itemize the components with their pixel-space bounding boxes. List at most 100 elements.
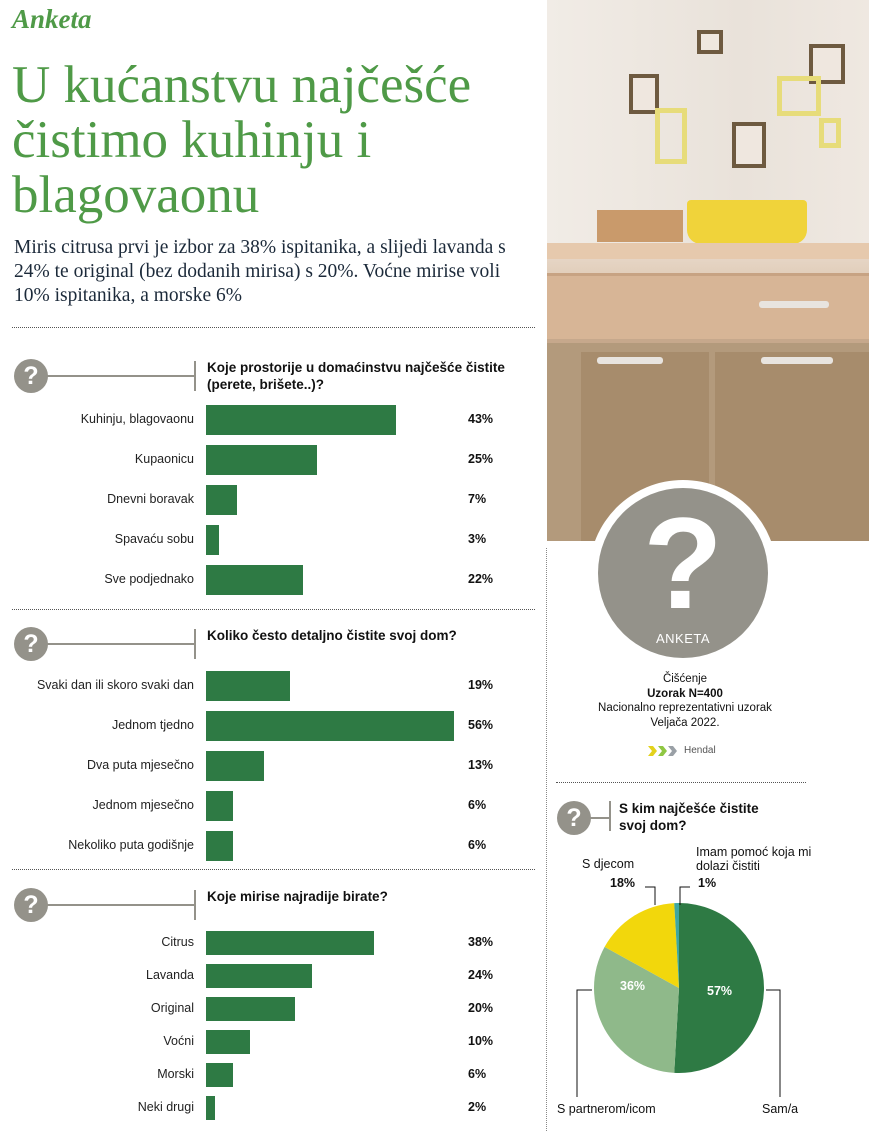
- pie-slice-partner: [594, 946, 679, 1073]
- bar-value-label: 56%: [468, 718, 494, 732]
- bar-category-label: Voćni: [163, 1034, 194, 1048]
- question-connector: [46, 375, 194, 377]
- bar: [206, 1063, 233, 1087]
- pie-leader-line: [679, 886, 690, 905]
- page-title: U kućanstvu najčešće čistimo kuhinju i b…: [12, 56, 472, 224]
- survey-topic: Čišćenje: [662, 673, 708, 685]
- bar-category-label: Jednom tjedno: [111, 718, 194, 732]
- bar-category-label: Citrus: [161, 935, 194, 949]
- hendal-logo-icon: [648, 746, 677, 756]
- bar-value-label: 38%: [468, 935, 494, 949]
- question-title: S kim najčešće čistite svoj dom?: [619, 801, 759, 833]
- bar-value-label: 19%: [468, 678, 494, 692]
- pie-leader-line: [645, 886, 656, 905]
- survey-sample-type: Nacionalno reprezentativni uzorak: [598, 702, 772, 714]
- question-mark-icon: ?: [643, 490, 723, 636]
- bar-category-label: Neki drugi: [137, 1100, 194, 1114]
- bar-value-label: 10%: [468, 1034, 494, 1048]
- bar-category-label: Lavanda: [146, 968, 194, 982]
- pie-pct-partner: 36%: [620, 979, 646, 993]
- bar: [206, 931, 375, 955]
- question-connector: [194, 361, 196, 391]
- divider: [12, 327, 535, 328]
- bar: [206, 751, 264, 781]
- divider: [12, 609, 535, 610]
- question-mark-icon: ?: [14, 627, 48, 661]
- bar: [206, 964, 313, 988]
- question-title: Koliko često detaljno čistite svoj dom?: [207, 628, 457, 643]
- bar-value-label: 7%: [468, 492, 487, 506]
- bar: [206, 565, 304, 595]
- pie-slice-help: [674, 903, 679, 988]
- bar-category-label: Jednom mjesečno: [92, 798, 194, 812]
- bar: [206, 997, 295, 1021]
- bar-category-label: Kuhinju, blagovaonu: [80, 412, 194, 426]
- pie-pct-children: 18%: [610, 876, 636, 890]
- question-title: Koje prostorije u domaćinstvu najčešće č…: [207, 360, 505, 392]
- pie-label-alone: Sam/a: [762, 1102, 799, 1116]
- bar-category-label: Morski: [157, 1067, 194, 1081]
- bar: [206, 791, 233, 821]
- bar-value-label: 13%: [468, 758, 494, 772]
- pie-pct-help: 1%: [698, 876, 717, 890]
- bar-value-label: 2%: [468, 1100, 487, 1114]
- bar: [206, 445, 317, 475]
- bar-category-label: Original: [150, 1001, 194, 1015]
- question-connector: [589, 817, 609, 819]
- question-mark-icon: ?: [14, 359, 48, 393]
- question-title: Koje mirise najradije birate?: [207, 889, 388, 904]
- question-connector: [194, 629, 196, 659]
- pie-label-partner: S partnerom/icom: [557, 1102, 656, 1116]
- bar-value-label: 20%: [468, 1001, 494, 1015]
- bar: [206, 671, 291, 701]
- question-mark-icon: ?: [557, 801, 591, 835]
- anketa-badge: [598, 488, 768, 658]
- bar: [206, 711, 455, 741]
- pie-slice-children: [604, 903, 679, 988]
- agency-name: Hendal: [684, 745, 716, 756]
- bar: [206, 525, 220, 555]
- bar-value-label: 25%: [468, 452, 494, 466]
- bar-value-label: 6%: [468, 1067, 487, 1081]
- question-connector: [609, 801, 611, 831]
- bar-category-label: Sve podjednako: [104, 572, 194, 586]
- bar-value-label: 24%: [468, 968, 494, 982]
- column-divider: [546, 548, 547, 1131]
- question-mark-icon: ?: [14, 888, 48, 922]
- divider: [556, 782, 806, 783]
- bar-category-label: Dnevni boravak: [107, 492, 194, 506]
- pie-leader-line: [766, 989, 781, 1097]
- bar-value-label: 43%: [468, 412, 494, 426]
- question-connector: [46, 643, 194, 645]
- bar-value-label: 3%: [468, 532, 487, 546]
- divider: [12, 869, 535, 870]
- bar-category-label: Dva puta mjesečno: [86, 758, 194, 772]
- bar-value-label: 6%: [468, 838, 487, 852]
- bar-value-label: 6%: [468, 798, 487, 812]
- bar-value-label: 22%: [468, 572, 494, 586]
- pie-label-help: Imam pomoć koja mi dolazi čistiti: [696, 845, 812, 873]
- bar: [206, 485, 237, 515]
- brand-label: Anketa: [12, 4, 92, 34]
- question-connector: [46, 904, 194, 906]
- pie-slice-alone: [674, 903, 764, 1074]
- pie-pct-alone: 57%: [707, 984, 733, 998]
- bar: [206, 1096, 215, 1120]
- badge-label: ANKETA: [655, 631, 711, 646]
- bar: [206, 405, 397, 435]
- bar-category-label: Kupaonicu: [134, 452, 194, 466]
- lead-paragraph: Miris citrusa prvi je izbor za 38% ispit…: [14, 237, 506, 306]
- bar-category-label: Nekoliko puta godišnje: [68, 838, 194, 852]
- bar: [206, 831, 233, 861]
- survey-date: Veljača 2022.: [650, 716, 720, 729]
- question-connector: [194, 890, 196, 920]
- bar-category-label: Svaki dan ili skoro svaki dan: [36, 678, 194, 692]
- survey-info: Čišćenje Uzorak N=400 Nacionalno repreze…: [575, 672, 795, 730]
- bar: [206, 1030, 251, 1054]
- pie-label-children: S djecom: [582, 857, 635, 871]
- bar-category-label: Spavaću sobu: [114, 532, 194, 546]
- kitchen-photo: [547, 0, 869, 541]
- survey-sample: Uzorak N=400: [647, 687, 723, 700]
- pie-leader-line: [576, 989, 592, 1097]
